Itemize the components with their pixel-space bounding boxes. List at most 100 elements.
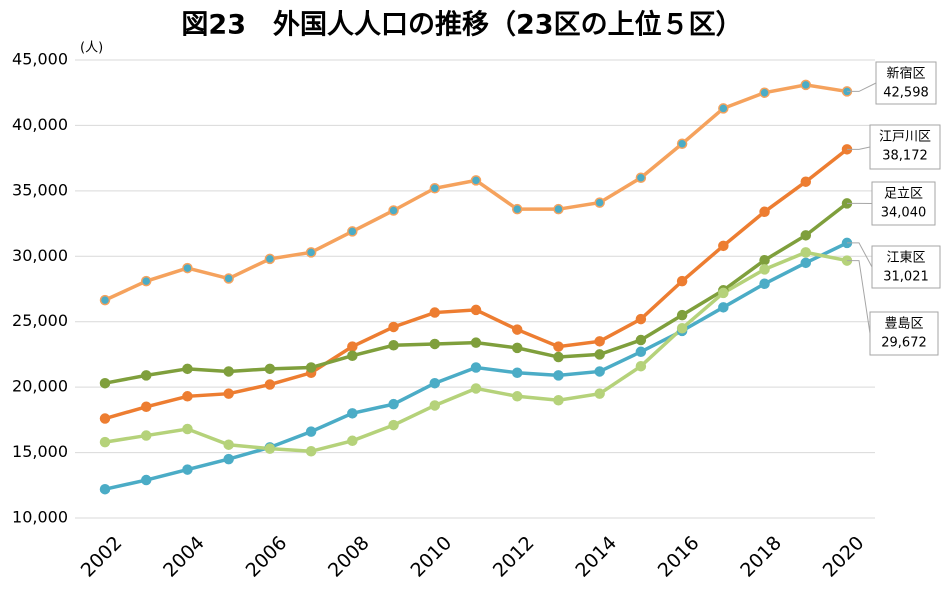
callout-box bbox=[871, 245, 941, 289]
point bbox=[759, 206, 770, 218]
legend-label: 足立区 bbox=[884, 187, 923, 202]
callout-line bbox=[847, 146, 871, 150]
point bbox=[635, 172, 647, 184]
chart-title: 図23 外国人人口の推移（23区の上位５区） bbox=[181, 9, 742, 41]
y-tick-label: 30,000 bbox=[12, 246, 68, 265]
point bbox=[429, 307, 441, 318]
y-tick-label: 35,000 bbox=[12, 180, 68, 199]
point bbox=[594, 197, 605, 208]
point bbox=[759, 278, 770, 290]
point bbox=[594, 388, 605, 399]
callout-box bbox=[869, 311, 939, 356]
point bbox=[182, 423, 193, 435]
point bbox=[470, 304, 482, 316]
point bbox=[223, 273, 234, 284]
y-tick-label: 45,000 bbox=[12, 50, 68, 69]
point bbox=[264, 253, 276, 265]
point bbox=[99, 294, 111, 306]
legend-label: 新宿区 bbox=[886, 66, 925, 82]
point bbox=[429, 182, 441, 194]
callout-box bbox=[869, 124, 941, 170]
point bbox=[347, 408, 358, 419]
point bbox=[182, 464, 193, 475]
y-tick-label: 40,000 bbox=[12, 115, 68, 134]
point bbox=[264, 443, 276, 454]
point bbox=[676, 138, 688, 149]
point bbox=[388, 321, 399, 333]
data-label: 34,040 bbox=[881, 206, 927, 221]
point bbox=[140, 474, 152, 486]
callout-line bbox=[847, 82, 877, 92]
point bbox=[305, 247, 317, 258]
point bbox=[470, 337, 482, 348]
point bbox=[305, 446, 317, 457]
x-tick-label: 2004 bbox=[159, 532, 209, 582]
legend-label: 江東区 bbox=[886, 250, 925, 266]
point bbox=[140, 430, 152, 441]
callout-box bbox=[875, 61, 937, 105]
point bbox=[182, 363, 193, 375]
point bbox=[99, 436, 111, 448]
point bbox=[800, 176, 812, 187]
y-unit: (人) bbox=[80, 41, 103, 56]
point bbox=[347, 435, 358, 447]
series-line bbox=[104, 202, 849, 385]
x-tick-label: 2016 bbox=[654, 532, 704, 582]
point bbox=[388, 419, 399, 431]
point bbox=[470, 362, 482, 373]
point bbox=[99, 413, 111, 424]
point bbox=[511, 324, 523, 335]
point bbox=[347, 350, 358, 361]
point bbox=[429, 338, 441, 350]
y-tick-label: 25,000 bbox=[12, 311, 68, 330]
y-tick-label: 20,000 bbox=[12, 377, 68, 396]
point bbox=[800, 257, 812, 269]
point bbox=[264, 379, 276, 390]
point bbox=[676, 323, 688, 334]
point bbox=[223, 366, 234, 377]
point bbox=[594, 349, 605, 360]
data-label: 38,172 bbox=[882, 149, 928, 164]
legend-label: 江戸川区 bbox=[879, 130, 931, 145]
point bbox=[140, 370, 152, 381]
x-tick-label: 2010 bbox=[406, 532, 456, 582]
point bbox=[676, 275, 688, 287]
point bbox=[305, 426, 317, 437]
point bbox=[140, 275, 152, 287]
point bbox=[511, 342, 523, 354]
point bbox=[800, 230, 812, 241]
point bbox=[718, 240, 729, 252]
point bbox=[264, 363, 276, 375]
point bbox=[470, 175, 482, 186]
x-tick-label: 2014 bbox=[571, 532, 621, 582]
point bbox=[140, 401, 152, 413]
point bbox=[800, 247, 812, 258]
point bbox=[759, 264, 770, 275]
point bbox=[470, 383, 482, 394]
point bbox=[511, 367, 523, 378]
point bbox=[388, 398, 399, 410]
point bbox=[388, 340, 399, 351]
callout-line bbox=[847, 242, 873, 268]
x-tick-label: 2020 bbox=[819, 532, 869, 582]
point bbox=[594, 336, 605, 347]
x-tick-label: 2012 bbox=[489, 532, 539, 582]
callout-line bbox=[847, 260, 871, 334]
point bbox=[347, 341, 358, 352]
point bbox=[99, 483, 111, 495]
point bbox=[718, 302, 729, 313]
data-label: 31,021 bbox=[883, 270, 929, 285]
point bbox=[99, 377, 111, 389]
data-label: 29,672 bbox=[881, 336, 927, 351]
point bbox=[429, 400, 441, 411]
point bbox=[182, 262, 193, 274]
y-tick-label: 15,000 bbox=[12, 442, 68, 461]
callout-box bbox=[871, 181, 936, 226]
point bbox=[635, 360, 647, 372]
point bbox=[594, 366, 605, 377]
point bbox=[223, 388, 234, 399]
point bbox=[635, 334, 647, 346]
point bbox=[182, 391, 193, 402]
series-line bbox=[104, 83, 848, 302]
